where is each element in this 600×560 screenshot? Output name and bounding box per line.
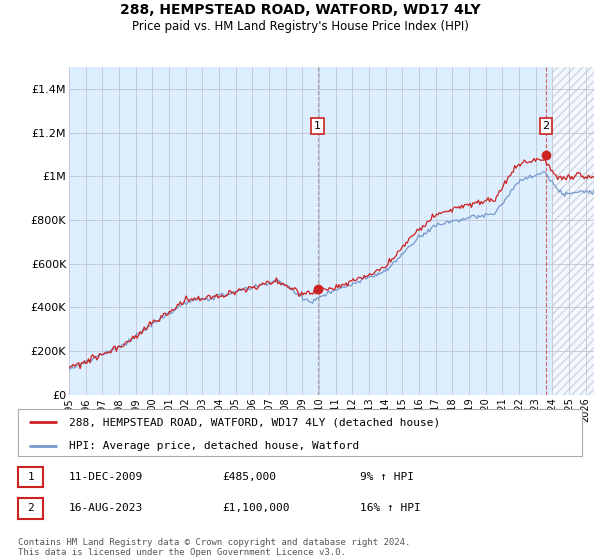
- Text: 1: 1: [314, 121, 321, 131]
- Text: HPI: Average price, detached house, Watford: HPI: Average price, detached house, Watf…: [69, 441, 359, 451]
- Text: 11-DEC-2009: 11-DEC-2009: [69, 472, 143, 482]
- Text: 16% ↑ HPI: 16% ↑ HPI: [360, 503, 421, 514]
- Text: £485,000: £485,000: [222, 472, 276, 482]
- Text: 288, HEMPSTEAD ROAD, WATFORD, WD17 4LY: 288, HEMPSTEAD ROAD, WATFORD, WD17 4LY: [119, 3, 481, 17]
- Text: 16-AUG-2023: 16-AUG-2023: [69, 503, 143, 514]
- Text: Price paid vs. HM Land Registry's House Price Index (HPI): Price paid vs. HM Land Registry's House …: [131, 20, 469, 32]
- Text: 288, HEMPSTEAD ROAD, WATFORD, WD17 4LY (detached house): 288, HEMPSTEAD ROAD, WATFORD, WD17 4LY (…: [69, 417, 440, 427]
- Text: 2: 2: [542, 121, 550, 131]
- Text: 9% ↑ HPI: 9% ↑ HPI: [360, 472, 414, 482]
- Text: £1,100,000: £1,100,000: [222, 503, 290, 514]
- Text: Contains HM Land Registry data © Crown copyright and database right 2024.
This d: Contains HM Land Registry data © Crown c…: [18, 538, 410, 557]
- Text: 1: 1: [27, 472, 34, 482]
- Text: 2: 2: [27, 503, 34, 514]
